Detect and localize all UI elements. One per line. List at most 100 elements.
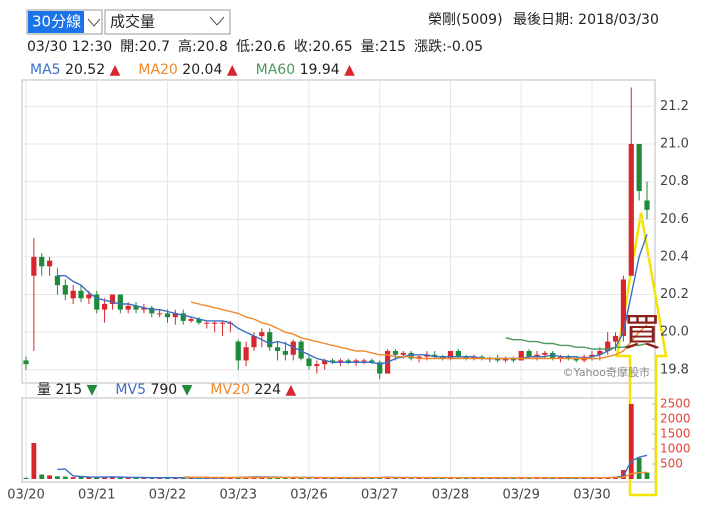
- legend-trend: ▲: [286, 382, 297, 398]
- candle-body: [408, 352, 414, 359]
- ma-line: [505, 337, 648, 350]
- legend-name: MA5: [30, 62, 61, 78]
- candle-body: [172, 313, 178, 318]
- candle-body: [416, 356, 422, 359]
- y-tick-label: 1500: [660, 427, 691, 441]
- legend-name: MA20: [138, 62, 177, 78]
- candle-body: [117, 294, 123, 310]
- volume-bar: [62, 476, 68, 479]
- candle-body: [267, 332, 273, 348]
- candle-body: [369, 360, 375, 363]
- y-tick-label: 20.4: [660, 249, 689, 264]
- ma-line: [57, 234, 648, 365]
- candle-body: [149, 307, 155, 314]
- candle-body: [243, 347, 249, 361]
- legend-trend: ▲: [110, 62, 121, 78]
- x-tick-label: 03/27: [361, 488, 398, 503]
- legend-latest: 20.52: [65, 62, 105, 78]
- y-tick-label: 20.0: [660, 325, 689, 340]
- candle-body: [259, 332, 265, 336]
- legend-entry: MV20 224 ▲: [210, 382, 296, 398]
- candle-body: [432, 354, 438, 357]
- candle-body: [510, 358, 516, 361]
- candle-body: [628, 143, 634, 276]
- buy-annotation: 買: [623, 311, 661, 355]
- volume-bar: [644, 472, 650, 479]
- legend-trend: ▼: [87, 382, 98, 398]
- volume-bar: [636, 458, 642, 479]
- candle-body: [39, 256, 45, 267]
- indicator-select[interactable]: [104, 9, 231, 35]
- candle-body: [400, 352, 406, 355]
- volume-bar: [416, 477, 422, 479]
- candle-body: [298, 341, 304, 359]
- candle-body: [31, 256, 37, 276]
- quote-item: 量:215: [361, 39, 406, 55]
- candle-body: [282, 351, 289, 355]
- candle-body: [78, 290, 84, 299]
- price-panel: [21, 79, 656, 384]
- y-tick-label: 2000: [660, 412, 691, 426]
- candle-body: [361, 360, 367, 362]
- legend-trend: ▲: [227, 62, 238, 78]
- y-tick-label: 20.6: [660, 212, 689, 227]
- quote-item: 高:20.8: [178, 38, 228, 55]
- legend-name: MV20: [210, 382, 249, 398]
- y-tick-label: 1000: [660, 442, 691, 456]
- candle-body: [274, 347, 281, 352]
- candle-body: [447, 351, 454, 359]
- x-tick-label: 03/22: [149, 488, 186, 503]
- volume-bar: [314, 477, 320, 479]
- candle-body: [542, 352, 548, 355]
- volume-bar: [94, 477, 100, 479]
- candle-body: [86, 294, 92, 299]
- legend-latest: 215: [55, 382, 82, 398]
- legend-latest: 20.04: [182, 62, 222, 78]
- volume-bar: [39, 474, 45, 479]
- candle-body: [463, 356, 469, 359]
- candle-body: [204, 322, 210, 324]
- candle-body: [70, 290, 76, 299]
- quote-item: 開:20.7: [120, 39, 170, 55]
- legend-trend: ▼: [182, 382, 193, 398]
- quote-item: 漲跌:-0.05: [414, 39, 483, 55]
- x-tick-label: 03/21: [78, 488, 115, 503]
- volume-bar: [23, 477, 29, 479]
- legend-entry: MA5 20.52 ▲: [30, 62, 121, 78]
- candle-body: [180, 313, 186, 321]
- x-tick-label: 03/20: [7, 488, 44, 503]
- candle-body: [235, 341, 241, 361]
- volume-bar: [55, 476, 60, 479]
- legend-name: MV5: [115, 382, 146, 398]
- legend-name: MA60: [256, 62, 295, 78]
- candle-body: [196, 319, 202, 323]
- y-tick-label: 500: [660, 457, 683, 471]
- volume-bar: [408, 478, 414, 479]
- volume-bar: [110, 476, 115, 479]
- candle-body: [377, 362, 383, 374]
- y-tick-label: 20.8: [660, 174, 689, 189]
- x-tick-label: 03/28: [432, 488, 469, 503]
- candle-body: [62, 285, 68, 295]
- volume-bar: [70, 477, 76, 479]
- candle-body: [479, 356, 485, 359]
- volume-bar: [259, 477, 265, 479]
- candle-body: [164, 313, 171, 318]
- volume-bar: [102, 476, 108, 479]
- candle-body: [345, 360, 351, 363]
- candle-body: [495, 358, 501, 361]
- candle-body: [424, 354, 430, 357]
- volume-bar: [125, 477, 131, 479]
- volume-bar: [47, 475, 52, 479]
- volume-bar: [283, 477, 288, 479]
- candle-body: [550, 352, 556, 359]
- y-tick-label: 21.2: [660, 99, 689, 114]
- x-tick-label: 03/26: [290, 488, 327, 503]
- volume-bar: [31, 443, 37, 479]
- dropdown-arrow: [209, 16, 225, 26]
- volume-bar: [400, 477, 406, 479]
- ma-line: [57, 454, 648, 479]
- candle-body: [212, 322, 218, 324]
- volume-bar: [117, 477, 123, 479]
